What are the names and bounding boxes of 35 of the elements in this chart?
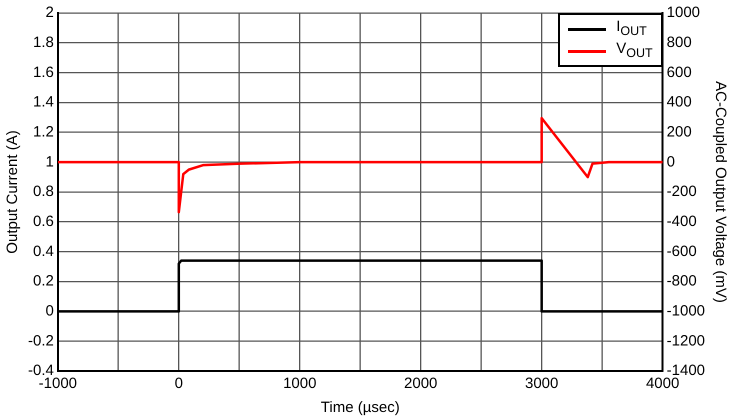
y2-tick-label: 0 [666, 153, 675, 170]
y-tick-label: 1.4 [32, 94, 54, 111]
x-axis-title: Time (µsec) [320, 399, 400, 416]
x-tick-label: -1000 [38, 375, 78, 392]
y2-tick-label: 400 [666, 94, 692, 111]
y2-tick-label: -600 [666, 242, 697, 260]
y2-tick-label: -200 [666, 183, 697, 200]
y-tick-label: 0.6 [32, 212, 54, 230]
y-axis-title: Output Current (A) [4, 130, 22, 254]
y2-tick-label: 800 [666, 34, 692, 51]
y-tick-label: 0.8 [32, 183, 54, 200]
y-tick-label: 0.2 [32, 272, 54, 290]
legend-label: I$_{OUT}$ [616, 18, 647, 40]
y-tick-label: 0 [46, 302, 54, 320]
y2-tick-label: 600 [666, 64, 692, 81]
y-tick-label: 1.8 [32, 34, 54, 51]
y2-tick-label: -400 [666, 212, 697, 230]
y2-tick-label: -800 [666, 272, 697, 290]
y2-axis-title: AC-Coupled Output Voltage (mV) [712, 81, 729, 303]
y2-tick-label: 1000 [666, 4, 700, 22]
y2-tick-label: 200 [666, 123, 692, 140]
y-tick-label: 1.6 [32, 64, 54, 81]
legend-label: V$_{OUT}$ [616, 40, 653, 62]
y-tick-label: 0.4 [32, 242, 54, 260]
x-tick-label: 3000 [524, 375, 558, 392]
y-tick-label: -0.2 [28, 332, 54, 350]
x-tick-label: 2000 [404, 375, 438, 392]
y-tick-label: 2 [46, 4, 54, 22]
y2-tick-label: -1000 [666, 302, 706, 320]
y-tick-label: 1.2 [32, 123, 54, 140]
x-tick-label: 0 [174, 375, 183, 392]
x-tick-label: 4000 [646, 375, 680, 392]
y2-tick-label: -1200 [666, 332, 706, 350]
x-tick-label: 1000 [283, 375, 316, 392]
y-tick-label: 1 [46, 153, 54, 170]
